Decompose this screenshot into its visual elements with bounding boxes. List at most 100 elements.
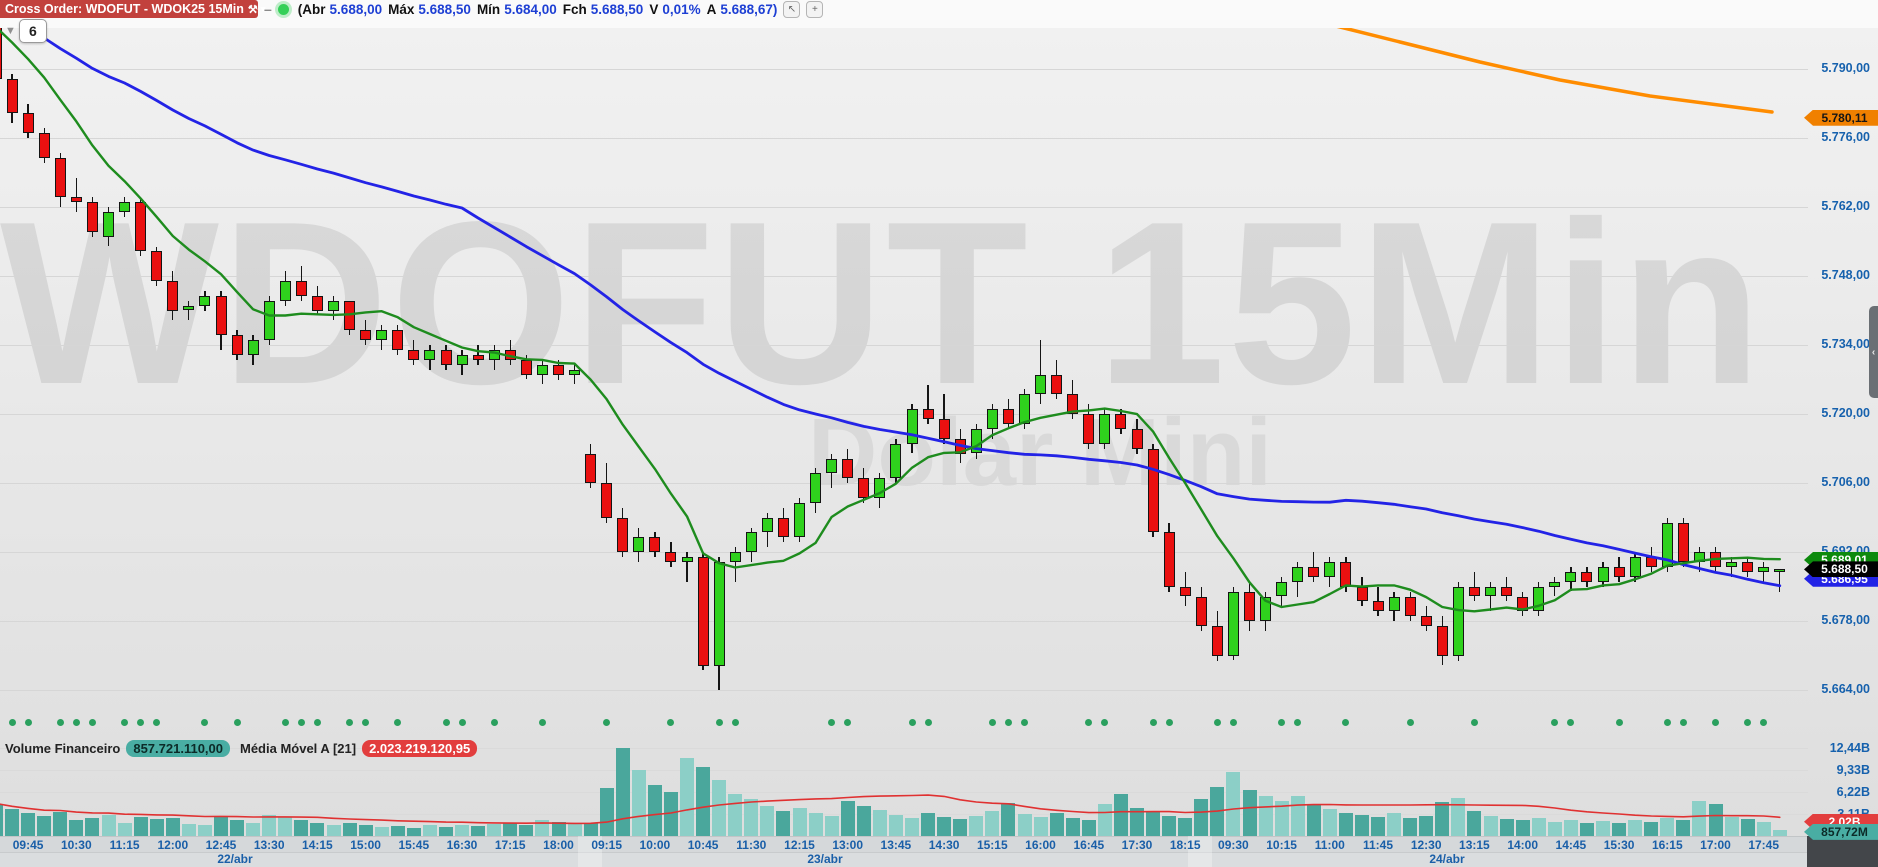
last-price-tag: 5.688,50 [1804,561,1878,578]
candle [954,438,966,454]
time-tick-label: 16:15 [1651,838,1683,852]
add-indicator-button[interactable]: + [806,0,824,18]
chevron-down-icon[interactable]: ▾ [260,3,266,14]
candle [456,354,468,365]
candle [231,335,243,355]
volume-bar [792,808,807,836]
time-tick-label: 10:45 [687,838,719,852]
candle [1581,571,1593,582]
signal-dot [1406,719,1414,726]
candle [1420,616,1432,627]
candle [1710,552,1721,567]
volume-bar [1065,818,1080,836]
volume-bar [985,811,1000,836]
volume-bar [21,812,36,836]
ohlc-summary: (Abr 5.688,00 Máx 5.688,50 Mín 5.684,00 Fch 5.6… [298,2,778,17]
tools-icon[interactable]: ⚒ [247,3,258,16]
candle [1693,552,1705,562]
volume-bar [1097,804,1112,836]
signal-dot [828,719,836,726]
summary-label: A [706,1,717,17]
candle-wick [75,177,77,212]
volume-bar [760,806,775,836]
volume-ma-value-badge: 2.023.219.120,95 [362,740,478,757]
session-break [1188,836,1212,867]
time-tick-label: 15:00 [350,838,381,852]
time-axis[interactable] [0,836,1878,852]
time-tick-label: 18:00 [543,838,574,852]
price-tick-label: 5.664,00 [1821,682,1870,697]
signal-dot [362,719,370,726]
time-tick-label: 09:30 [1218,838,1249,852]
candle [38,133,50,158]
volume-bar [1628,820,1643,836]
candle [103,212,114,237]
time-tick-label: 17:00 [1700,838,1731,852]
signal-dot [297,719,305,726]
popout-button[interactable]: ↖ [783,0,801,18]
time-tick-label: 16:30 [446,838,478,852]
candle [970,428,982,454]
volume-bar [1596,821,1610,836]
price-gridline [0,690,1808,692]
summary-label: V [649,1,659,17]
volume-bar [1049,812,1064,836]
signal-dot [137,719,145,726]
candle [424,350,436,360]
candle [6,78,18,114]
signal-dot [1342,719,1350,726]
volume-bar [856,805,871,836]
signal-dot [1085,719,1093,726]
volume-bar [101,814,116,836]
candle [1067,394,1079,415]
candle [1099,414,1111,444]
volume-bar [1387,813,1402,836]
volume-bar [1499,819,1514,836]
indicator-legend: – (Abr 5.688,00 Máx 5.688,50 Mín 5.684,00 Fch 5… [262,0,824,18]
candle [311,295,323,311]
collapse-legend-icon[interactable]: – [264,1,272,17]
volume-bar [583,822,598,836]
volume-bar [1435,802,1450,836]
signal-dot [1165,719,1173,726]
objects-count[interactable]: 6 [18,19,47,43]
volume-bar [1274,801,1289,836]
candle [1726,562,1738,567]
volume-bar [1515,820,1530,836]
signal-dot [1663,719,1671,726]
collapse-panel-handle[interactable]: ‹ [1869,306,1878,398]
candle [1002,409,1014,424]
volume-bar [1033,816,1048,836]
time-tick-label: 17:15 [494,838,526,852]
objects-dropdown[interactable]: ▼ 6 [5,19,47,43]
volume-indicator-header: Volume Financeiro 857.721.110,00 Média M… [5,740,478,757]
candle [199,295,211,306]
candle [649,537,661,553]
signal-dot [201,719,209,726]
volume-gridline [0,792,1808,793]
candle [295,281,307,296]
volume-bar [937,816,952,836]
volume-gridline [0,770,1808,771]
window-title-bar[interactable]: Cross Order: WDOFUT - WDOK25 15Min ⚒ ▾ [0,0,265,18]
candle [1533,586,1545,612]
price-tick-label: 5.678,00 [1821,613,1870,628]
candle [697,557,709,666]
triangle-down-icon[interactable]: ▼ [5,25,16,37]
signal-dot [490,719,498,726]
candle-wick [1730,557,1733,577]
signal-dot [88,719,96,726]
volume-bar [230,820,245,836]
volume-bar [1419,815,1434,836]
volume-tick-label: 12,44B [1829,741,1870,755]
volume-bar [615,748,630,836]
volume-bar [1740,819,1755,836]
candle [328,300,339,311]
signal-dot [153,719,161,726]
signal-dot [313,719,321,726]
candle [842,458,854,479]
candle [777,517,789,538]
price-gridline [0,138,1808,139]
time-tick-label: 12:15 [784,838,815,852]
volume-bar [888,814,903,836]
